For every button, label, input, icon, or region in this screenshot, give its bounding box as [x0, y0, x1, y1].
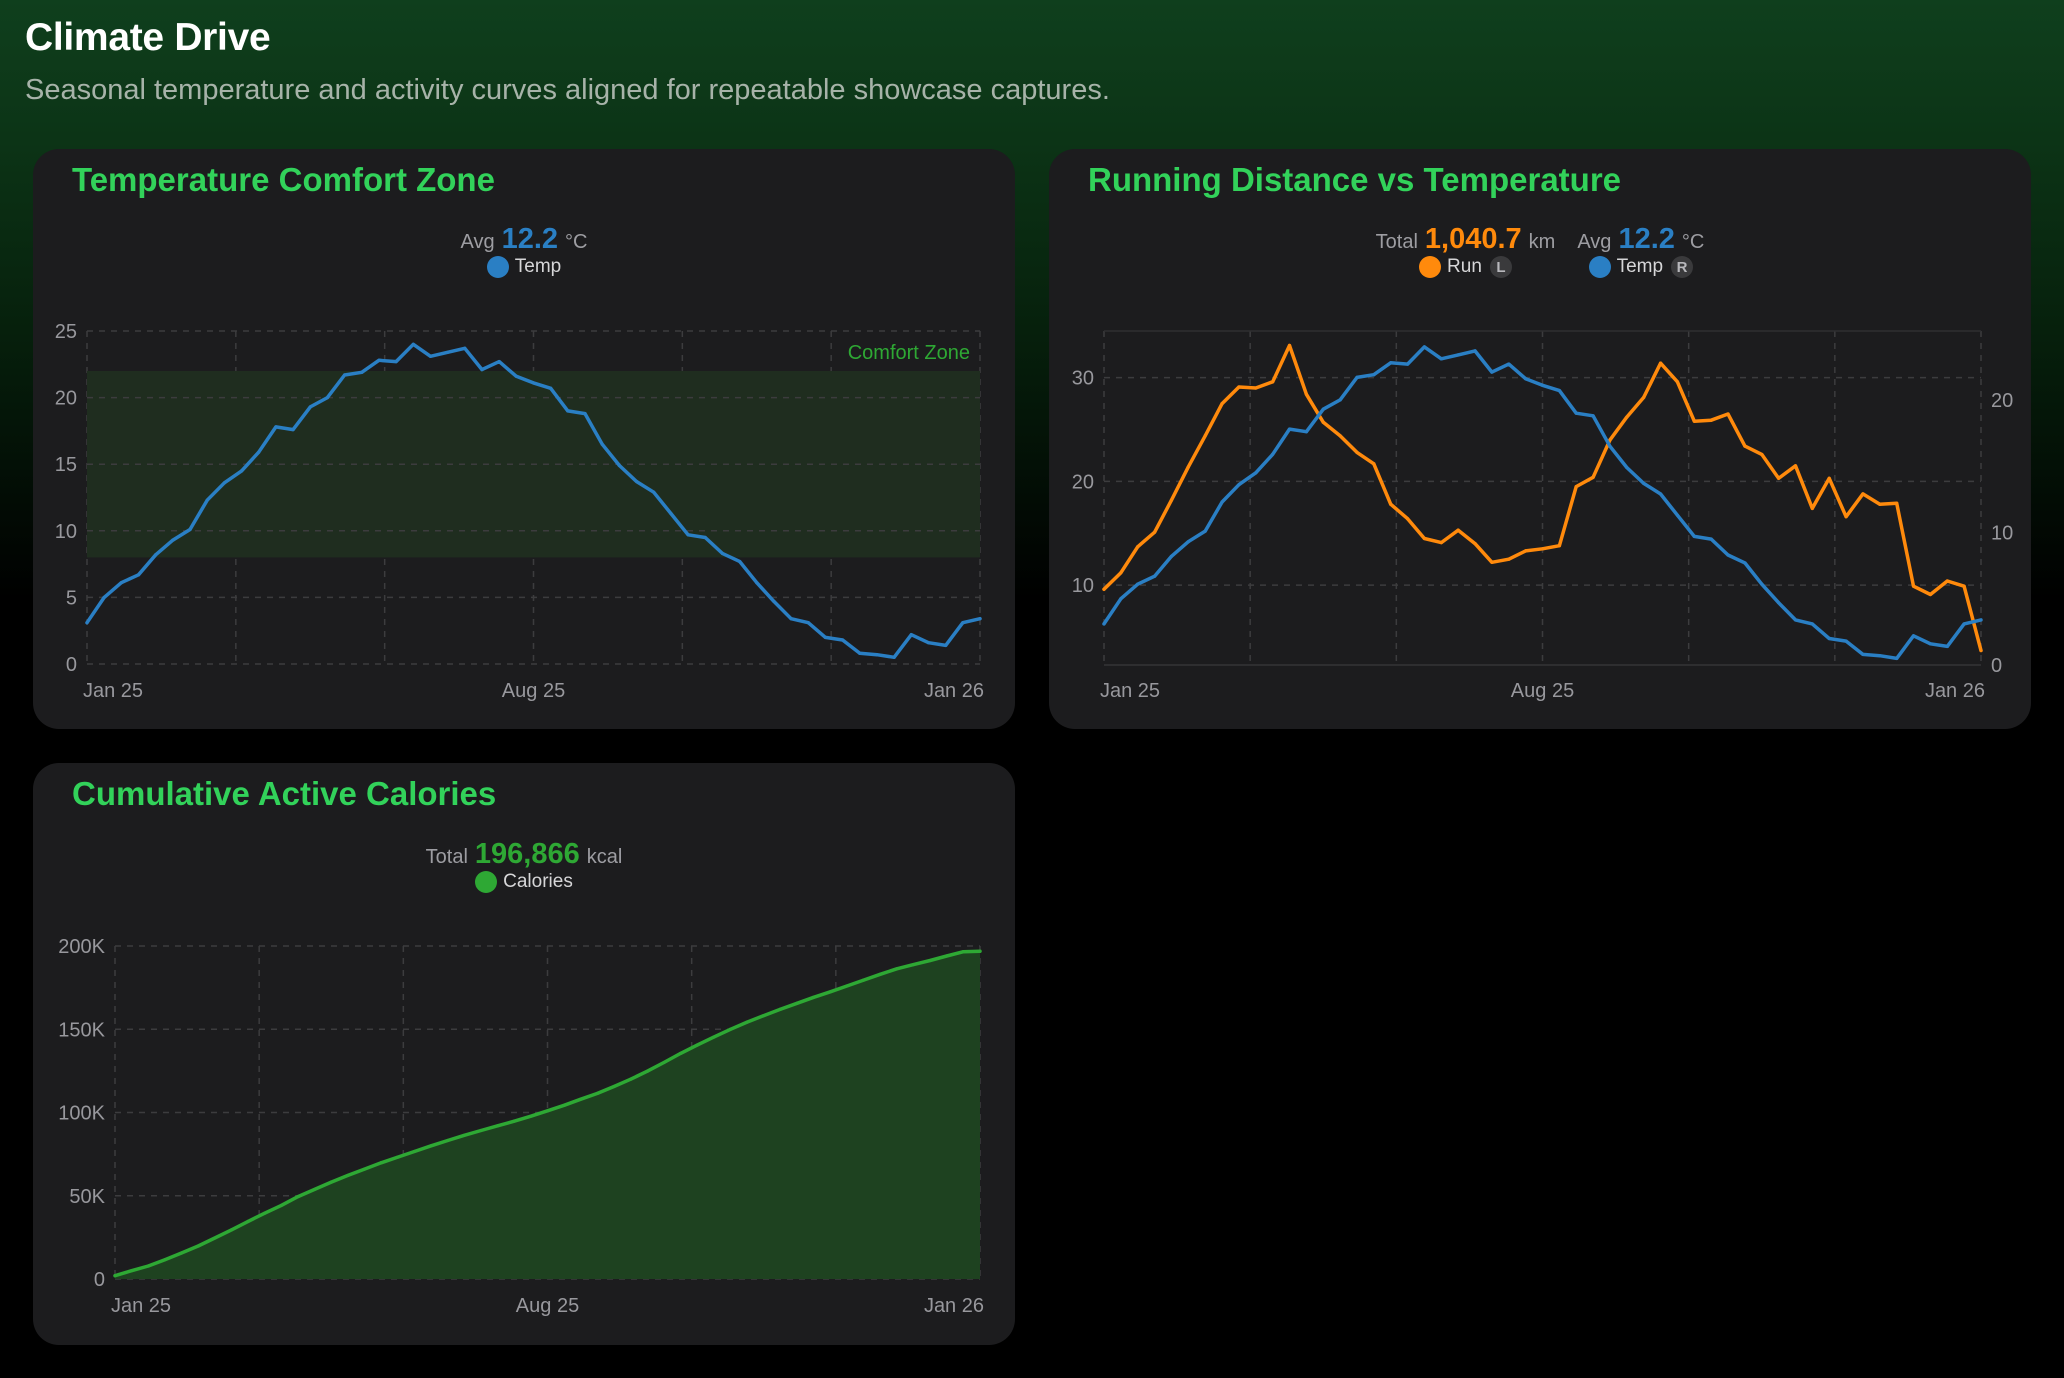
- chart-summary: Avg 12.2 °C Temp: [33, 223, 1015, 278]
- legend-item-temp[interactable]: Temp R: [1588, 256, 1694, 278]
- card-title: Cumulative Active Calories: [72, 775, 497, 812]
- legend-label: Temp: [1616, 256, 1664, 277]
- legend-dot-icon: [1419, 256, 1442, 278]
- cumulative-calories-card: Cumulative Active Calories Total 196,866…: [33, 763, 1015, 1345]
- page-title: Climate Drive: [25, 16, 271, 59]
- chart-summary: Total 1,040.7 km Run L Avg 12.2 °C Temp …: [1049, 223, 2031, 278]
- card-title: Temperature Comfort Zone: [72, 161, 495, 198]
- legend-item-run[interactable]: Run L: [1419, 256, 1512, 278]
- legend-label: Temp: [514, 256, 562, 277]
- summary-label: Total: [425, 846, 468, 868]
- legend-label: Calories: [503, 871, 573, 892]
- summary-unit: °C: [1681, 231, 1705, 253]
- summary-label: Avg: [460, 231, 495, 253]
- summary-unit: °C: [565, 231, 588, 253]
- axis-badge-right: R: [1671, 256, 1694, 278]
- legend-item-calories[interactable]: Calories: [475, 871, 573, 893]
- summary-unit: km: [1528, 231, 1556, 253]
- legend-dot-icon: [486, 256, 509, 278]
- temperature-comfort-card: Temperature Comfort Zone Avg 12.2 °C Tem…: [33, 149, 1015, 729]
- axis-badge-left: L: [1489, 256, 1512, 278]
- page-subtitle: Seasonal temperature and activity curves…: [25, 74, 1110, 106]
- card-title: Running Distance vs Temperature: [1088, 161, 1622, 198]
- legend-dot-icon: [475, 871, 498, 893]
- chart-summary: Total 196,866 kcal Calories: [33, 838, 1015, 893]
- legend-dot-icon: [1588, 256, 1611, 278]
- summary-value: 12.2: [501, 223, 559, 255]
- legend-item-temp[interactable]: Temp: [486, 256, 562, 278]
- summary-value: 196,866: [474, 838, 580, 870]
- summary-label: Total: [1375, 231, 1418, 253]
- summary-label: Avg: [1577, 231, 1612, 253]
- summary-value: 1,040.7: [1424, 223, 1522, 255]
- legend-label: Run: [1447, 256, 1482, 277]
- summary-value: 12.2: [1618, 223, 1675, 255]
- summary-unit: kcal: [586, 846, 623, 868]
- running-vs-temperature-card: Running Distance vs Temperature Total 1,…: [1049, 149, 2031, 729]
